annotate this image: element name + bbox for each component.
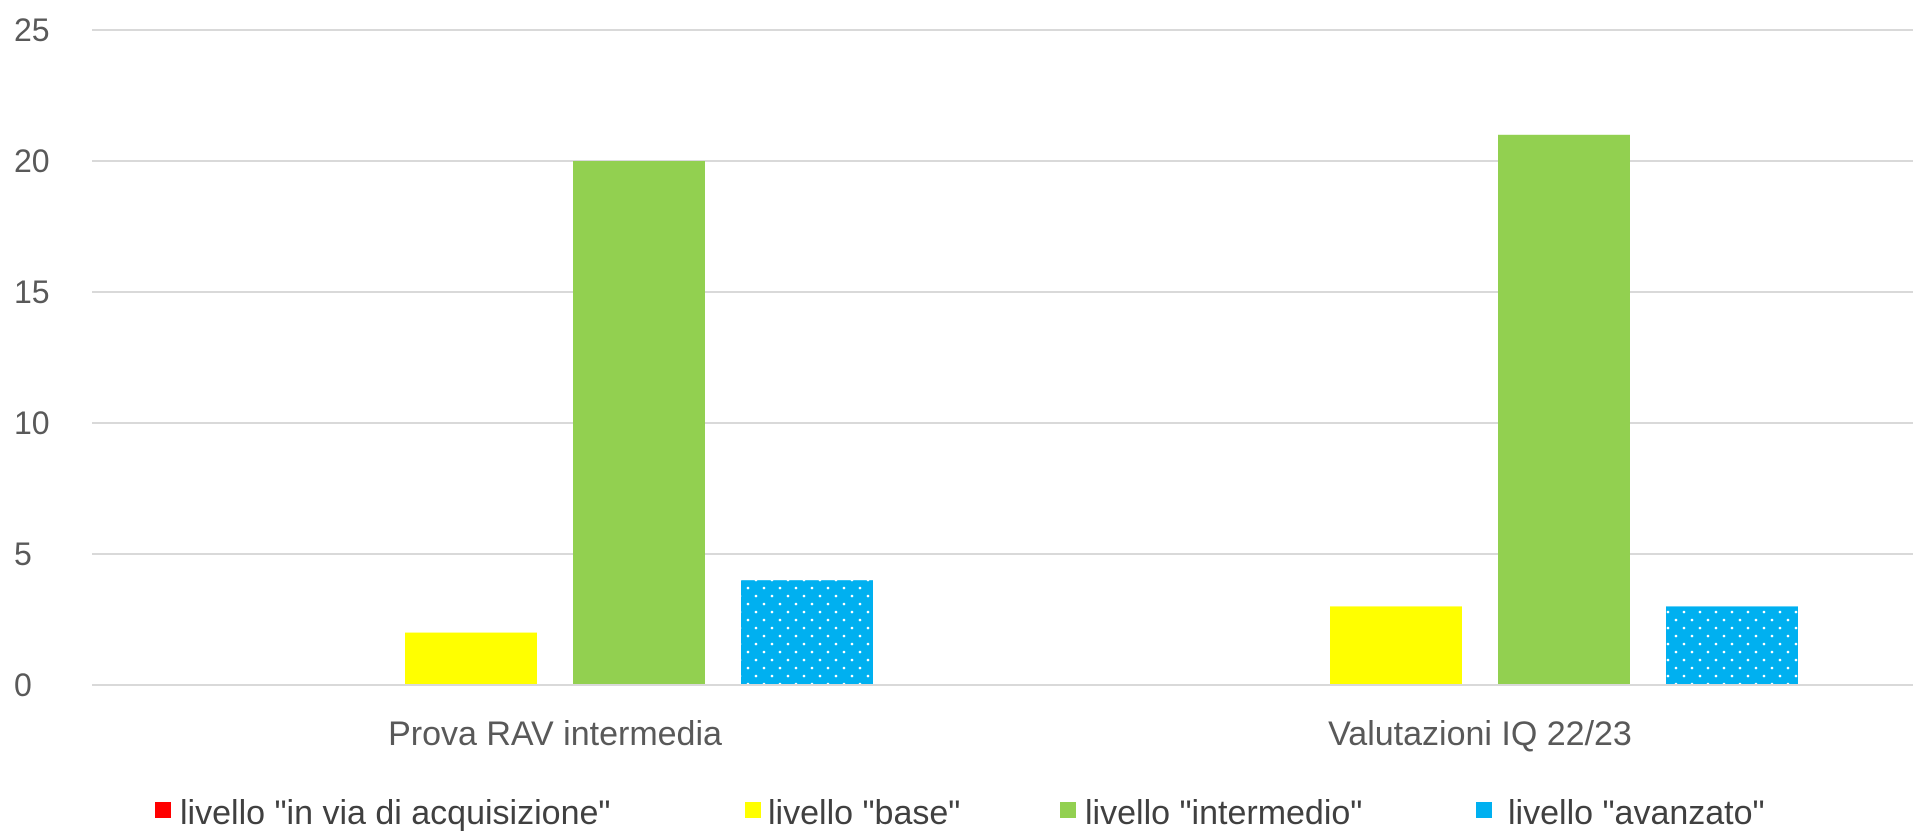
- legend-item: livello "avanzato": [1476, 794, 1765, 832]
- y-tick-label: 25: [14, 12, 50, 48]
- bars: [405, 134, 1798, 686]
- category-label: Valutazioni IQ 22/23: [1328, 715, 1632, 753]
- legend-item: livello "base": [745, 794, 960, 832]
- y-tick-label: 0: [14, 667, 32, 703]
- y-tick-label: 5: [14, 536, 32, 572]
- bar: [1498, 134, 1630, 686]
- bar: [741, 580, 873, 685]
- legend-item: livello "in via di acquisizione": [155, 794, 610, 832]
- y-tick-label: 10: [14, 405, 50, 441]
- legend-label: livello "intermedio": [1085, 794, 1362, 832]
- category-label: Prova RAV intermedia: [388, 715, 722, 753]
- bar: [573, 161, 705, 685]
- y-axis-ticks: 0 5 10 15 20 25: [14, 12, 50, 703]
- bar: [1666, 606, 1798, 685]
- y-tick-label: 20: [14, 143, 50, 179]
- legend: livello "in via di acquisizione" livello …: [155, 794, 1765, 832]
- legend-swatch: [745, 802, 761, 818]
- legend-item: livello "intermedio": [1060, 794, 1362, 832]
- legend-label: livello "in via di acquisizione": [180, 794, 610, 832]
- legend-label: livello "avanzato": [1508, 794, 1765, 832]
- legend-label: livello "base": [768, 794, 960, 832]
- gridlines: [92, 29, 1913, 555]
- legend-swatch: [1060, 802, 1076, 818]
- bar: [405, 632, 537, 685]
- legend-swatch: [1476, 802, 1492, 818]
- legend-swatch: [155, 802, 171, 818]
- category-labels: Prova RAV intermedia Valutazioni IQ 22/23: [388, 715, 1632, 753]
- y-tick-label: 15: [14, 274, 50, 310]
- bar: [1330, 606, 1462, 685]
